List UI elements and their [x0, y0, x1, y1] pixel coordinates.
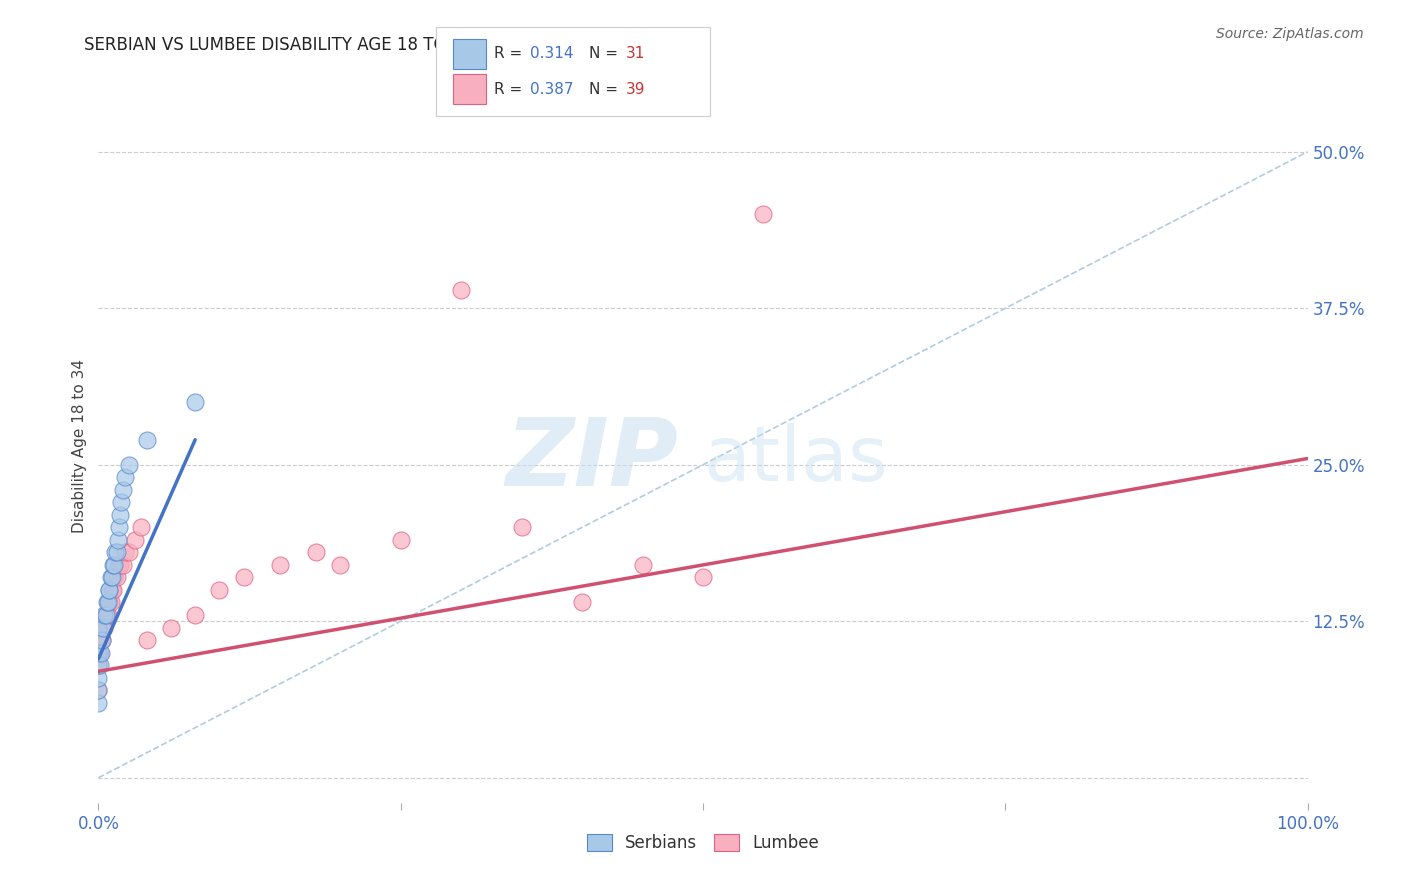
Point: [91, 633, 114, 648]
Text: 31: 31: [626, 46, 645, 62]
Point: [114, 470, 136, 484]
Point: [98, 582, 121, 597]
Point: [87, 683, 110, 698]
Point: [100, 570, 122, 584]
Point: [91, 621, 114, 635]
Text: atlas: atlas: [703, 424, 887, 497]
Point: [91, 621, 114, 635]
Point: [90, 646, 112, 660]
Point: [184, 607, 207, 622]
Text: R =: R =: [494, 46, 527, 62]
Text: 0.314: 0.314: [530, 46, 574, 62]
Point: [135, 633, 157, 648]
Point: [135, 433, 157, 447]
Point: [98, 595, 121, 609]
Point: [108, 558, 131, 572]
Point: [93, 607, 115, 622]
Point: [118, 458, 141, 472]
Point: [87, 658, 110, 673]
Point: [232, 570, 254, 584]
Point: [101, 582, 124, 597]
Point: [104, 545, 127, 559]
Point: [692, 570, 714, 584]
Point: [100, 582, 122, 597]
Point: [107, 558, 129, 572]
Point: [96, 607, 118, 622]
Point: [89, 658, 111, 673]
Text: ZIP: ZIP: [506, 414, 679, 507]
Point: [111, 558, 134, 572]
Point: [103, 570, 125, 584]
Point: [450, 283, 472, 297]
Point: [129, 520, 152, 534]
Y-axis label: Disability Age 18 to 34: Disability Age 18 to 34: [72, 359, 87, 533]
Point: [108, 508, 131, 522]
Point: [96, 595, 118, 609]
Legend: Serbians, Lumbee: Serbians, Lumbee: [581, 827, 825, 859]
Point: [90, 633, 112, 648]
Point: [87, 671, 110, 685]
Point: [103, 558, 125, 572]
Point: [94, 607, 117, 622]
Point: [93, 621, 115, 635]
Point: [160, 621, 183, 635]
Point: [108, 520, 131, 534]
Point: [97, 607, 120, 622]
Point: [110, 495, 132, 509]
Point: [87, 683, 110, 698]
Text: 39: 39: [626, 81, 645, 96]
Point: [184, 395, 207, 409]
Point: [87, 696, 110, 710]
Text: R =: R =: [494, 81, 527, 96]
Point: [101, 558, 124, 572]
Point: [87, 621, 110, 635]
Text: N =: N =: [589, 81, 623, 96]
Point: [208, 582, 231, 597]
Text: 0.387: 0.387: [530, 81, 574, 96]
Point: [100, 595, 122, 609]
Text: Source: ZipAtlas.com: Source: ZipAtlas.com: [1216, 27, 1364, 41]
Point: [124, 533, 146, 547]
Point: [114, 545, 136, 559]
Text: N =: N =: [589, 46, 623, 62]
Point: [329, 558, 352, 572]
Point: [389, 533, 412, 547]
Point: [571, 595, 593, 609]
Point: [631, 558, 654, 572]
Point: [87, 646, 110, 660]
Point: [269, 558, 291, 572]
Point: [98, 582, 121, 597]
Point: [118, 545, 141, 559]
Point: [94, 607, 117, 622]
Point: [89, 646, 111, 660]
Point: [100, 570, 122, 584]
Point: [105, 545, 128, 559]
Point: [97, 595, 120, 609]
Point: [305, 545, 328, 559]
Point: [91, 633, 114, 648]
Point: [105, 570, 128, 584]
Point: [107, 533, 129, 547]
Text: SERBIAN VS LUMBEE DISABILITY AGE 18 TO 34 CORRELATION CHART: SERBIAN VS LUMBEE DISABILITY AGE 18 TO 3…: [84, 36, 658, 54]
Point: [510, 520, 533, 534]
Point: [752, 207, 775, 221]
Point: [87, 658, 110, 673]
Point: [111, 483, 134, 497]
Point: [87, 646, 110, 660]
